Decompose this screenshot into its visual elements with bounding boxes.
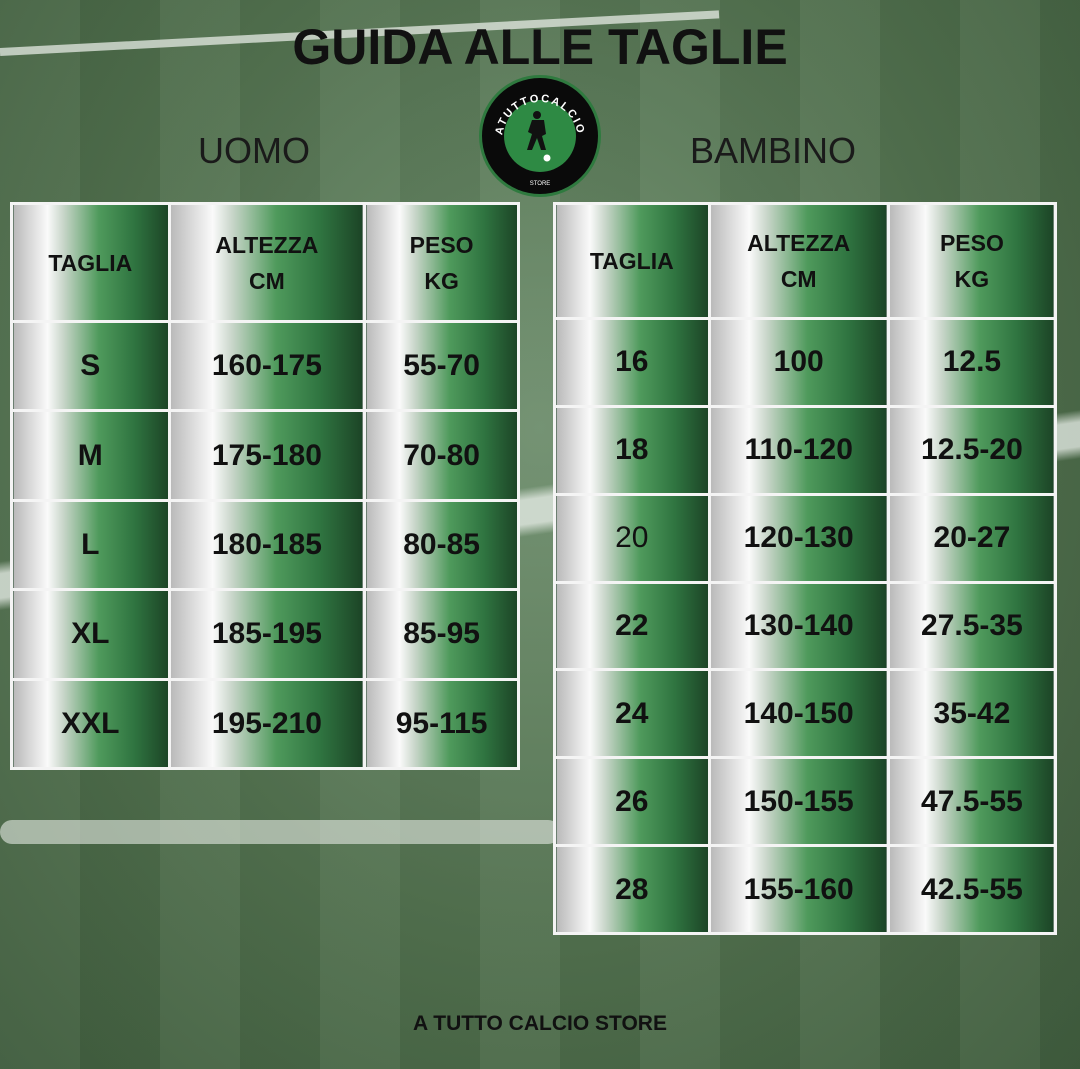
weight-cell: 95-115 [363, 677, 520, 771]
height-cell: 175-180 [167, 409, 367, 502]
table-row: 24 140-150 35-42 [553, 668, 1058, 760]
weight-cell: 47.5-55 [886, 756, 1058, 848]
field-line [0, 820, 560, 844]
height-cell: 155-160 [707, 844, 890, 935]
table-row: 26 150-155 47.5-55 [553, 756, 1058, 848]
size-cell: 24 [553, 668, 711, 760]
ball-icon [543, 154, 551, 162]
size-cell: 16 [553, 317, 711, 408]
section-uomo-label: UOMO [198, 130, 310, 171]
height-cell: 140-150 [707, 668, 890, 760]
size-table-bambino: TAGLIA ALTEZZA CM PESO KG 16 100 12.5 18 110-12… [553, 202, 1058, 935]
size-cell: 26 [553, 756, 711, 848]
table-row: 16 100 12.5 [553, 317, 1058, 408]
size-cell: 28 [553, 844, 711, 935]
size-cell: S [10, 319, 171, 413]
height-cell: 110-120 [707, 404, 890, 496]
table-row: L 180-185 80-85 [10, 498, 520, 592]
weight-cell: 12.5 [886, 317, 1058, 408]
table-row: S 160-175 55-70 [10, 319, 520, 413]
height-cell: 160-175 [167, 319, 367, 413]
size-cell: 22 [553, 580, 711, 672]
table-row: XXL 195-210 95-115 [10, 677, 520, 771]
weight-cell: 85-95 [363, 588, 520, 681]
size-cell: 18 [553, 404, 711, 496]
size-cell: XL [10, 588, 171, 681]
table-row: M 175-180 70-80 [10, 409, 520, 502]
table-row: XL 185-195 85-95 [10, 588, 520, 681]
size-table-uomo: TAGLIA ALTEZZA CM PESO KG S 160-175 55-70 M 175… [10, 202, 520, 771]
weight-cell: 12.5-20 [886, 404, 1058, 496]
table-row: 22 130-140 27.5-35 [553, 580, 1058, 672]
section-bambino-label: BAMBINO [690, 130, 857, 171]
table-row: 28 155-160 42.5-55 [553, 844, 1058, 935]
column-header: PESO KG [886, 202, 1058, 320]
height-cell: 180-185 [167, 498, 367, 592]
height-cell: 120-130 [707, 492, 890, 584]
table-row: 18 110-120 12.5-20 [553, 404, 1058, 496]
size-cell: 20 [553, 492, 711, 584]
column-header: PESO KG [363, 202, 520, 323]
column-header: TAGLIA [553, 202, 711, 320]
size-cell: L [10, 498, 171, 592]
height-cell: 100 [707, 317, 890, 408]
weight-cell: 20-27 [886, 492, 1058, 584]
height-cell: 150-155 [707, 756, 890, 848]
weight-cell: 27.5-35 [886, 580, 1058, 672]
page-title: GUIDA ALLE TAGLIE [292, 19, 788, 75]
height-cell: 195-210 [167, 677, 367, 771]
footer-text: A TUTTO CALCIO STORE [413, 1012, 667, 1035]
soccer-player-icon [527, 111, 546, 150]
table-row: 20 120-130 20-27 [553, 492, 1058, 584]
weight-cell: 70-80 [363, 409, 520, 502]
weight-cell: 80-85 [363, 498, 520, 592]
size-cell: XXL [10, 677, 171, 771]
column-header: ALTEZZA CM [707, 202, 890, 320]
weight-cell: 35-42 [886, 668, 1058, 760]
column-header: TAGLIA [10, 202, 171, 323]
column-header: ALTEZZA CM [167, 202, 367, 323]
weight-cell: 55-70 [363, 319, 520, 413]
height-cell: 185-195 [167, 588, 367, 681]
store-logo: ATUTTOCALCIO STORE [482, 78, 598, 194]
weight-cell: 42.5-55 [886, 844, 1058, 935]
logo-sub: STORE [530, 181, 551, 187]
size-cell: M [10, 409, 171, 502]
height-cell: 130-140 [707, 580, 890, 672]
